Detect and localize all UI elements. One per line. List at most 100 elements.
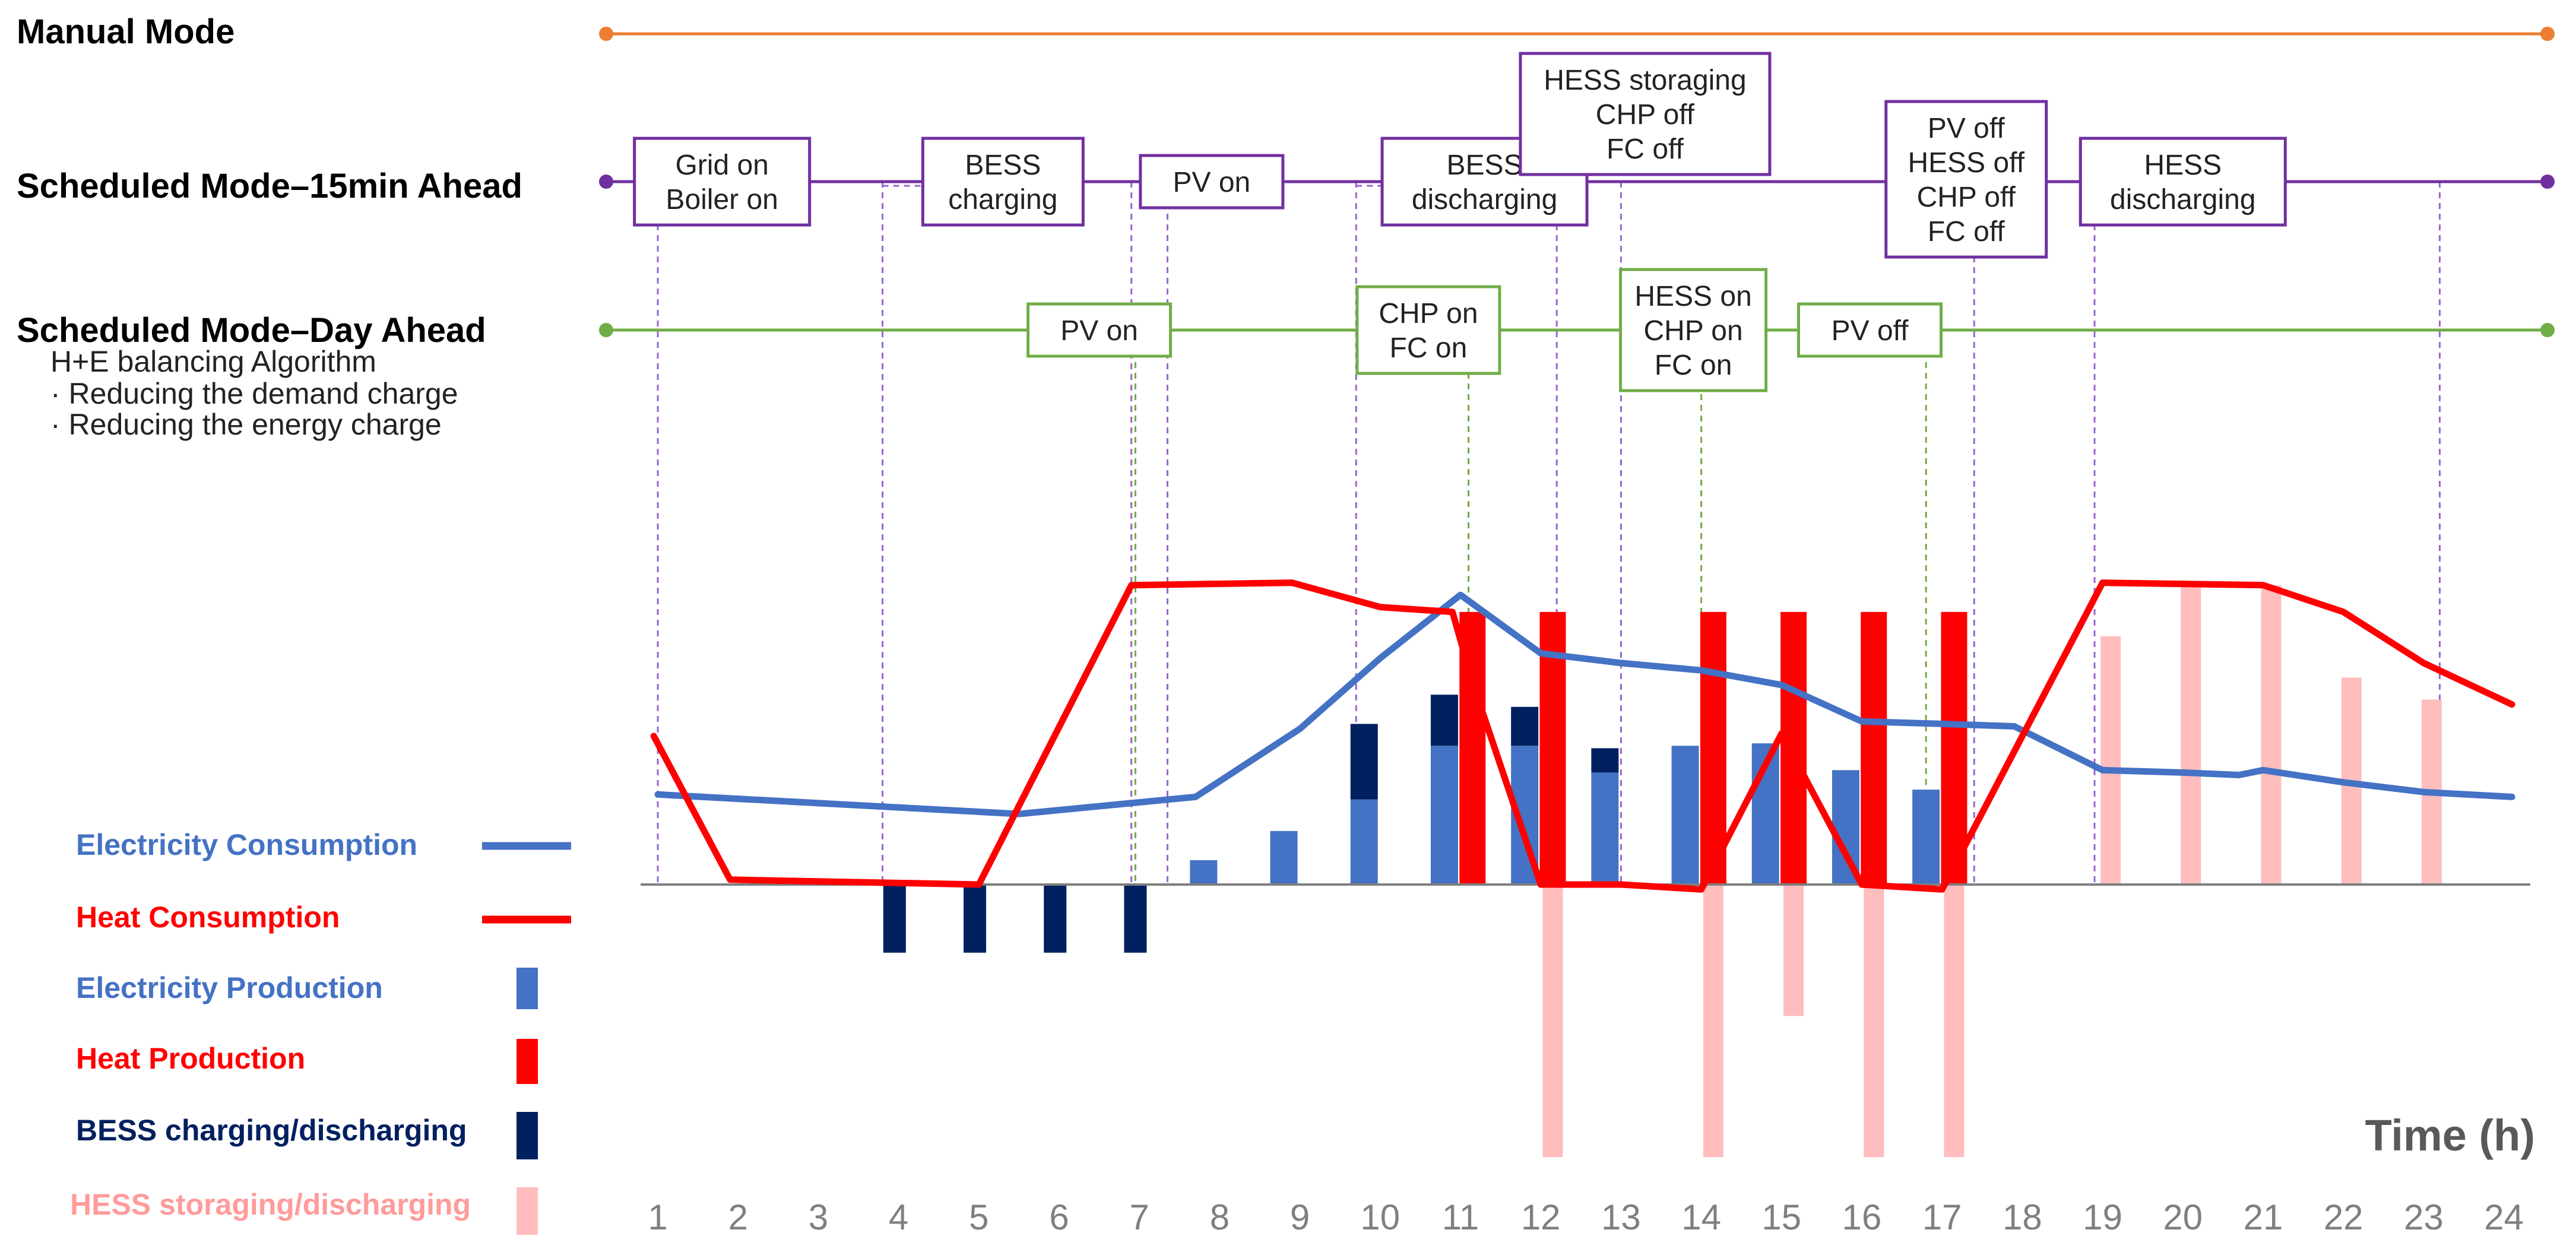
mode-box-text: PV on xyxy=(1060,315,1138,347)
mode-box-frame xyxy=(1139,154,1285,210)
mode-box-text: PV off xyxy=(1832,315,1909,347)
bar-hess-storaging-discharging xyxy=(1542,885,1563,1158)
bar-bess-charging-discharging-stacked xyxy=(1350,724,1378,800)
bar-bess-charging-discharging-stacked xyxy=(1591,748,1619,773)
mode-box-text: FC on xyxy=(1390,332,1468,364)
x-tick-label: 10 xyxy=(1360,1197,1400,1237)
legend-swatch-hess xyxy=(517,1187,538,1235)
mode-box-text: discharging xyxy=(2110,184,2255,215)
algorithm-title: H+E balancing Algorithm xyxy=(50,345,376,378)
bar-electricity-production xyxy=(1430,746,1458,885)
mode-box-text: FC off xyxy=(1928,216,2005,248)
x-tick-label: 12 xyxy=(1521,1197,1561,1237)
algorithm-item: · Reducing the demand charge xyxy=(50,377,458,410)
timeline-end-marker xyxy=(2540,175,2555,189)
mode-label-day-ahead: Scheduled Mode–Day Ahead xyxy=(17,311,486,350)
mode-box-text: CHP on xyxy=(1643,315,1742,347)
x-tick-labels: 1 2 3 4 5 6 7 8 9 10 11 12 13 14 15 16 17 18 19 20 21 22 23 24 xyxy=(648,1197,2524,1237)
mode-box-text: BESS xyxy=(965,150,1041,181)
mode-box-frame xyxy=(921,137,1085,227)
mode-box-frame xyxy=(1026,302,1173,358)
bar-bess-charging-discharging xyxy=(1124,885,1147,953)
x-tick-label: 5 xyxy=(969,1197,988,1237)
x-tick-label: 13 xyxy=(1601,1197,1641,1237)
mode-box-frame xyxy=(1797,302,1943,358)
bar-heat-production xyxy=(1700,611,1726,885)
bar-bess-charging-discharging-stacked xyxy=(1430,695,1458,746)
mode-box-text: Boiler on xyxy=(666,184,778,215)
x-tick-label: 19 xyxy=(2083,1197,2122,1237)
mode-box-text: CHP off xyxy=(1917,182,2016,213)
legend-label-electricity-consumption: Electricity Consumption xyxy=(76,828,417,861)
legend-label-heat-consumption: Heat Consumption xyxy=(76,901,340,934)
mode-box-day: PV off xyxy=(1797,302,1943,358)
x-tick-label: 2 xyxy=(728,1197,748,1237)
mode-box-text: FC on xyxy=(1655,350,1732,381)
mode-box-frame xyxy=(633,137,812,227)
timeline-start-marker xyxy=(599,27,613,41)
mode-box-frame xyxy=(1519,52,1772,176)
bar-bess-charging-discharging xyxy=(1044,885,1067,953)
legend: Electricity Consumption Heat Consumption… xyxy=(70,828,571,1235)
bar-hess-storaging-discharging xyxy=(1783,885,1804,1016)
legend-label-hess: HESS storaging/discharging xyxy=(70,1188,471,1221)
bar-electricity-production xyxy=(1270,831,1298,885)
x-tick-label: 3 xyxy=(809,1197,828,1237)
mode-box-fifteen: PV on xyxy=(1139,154,1285,210)
mode-box-day: PV on xyxy=(1026,302,1173,358)
x-tick-label: 21 xyxy=(2244,1197,2283,1237)
legend-label-bess: BESS charging/discharging xyxy=(76,1114,467,1147)
x-tick-label: 23 xyxy=(2404,1197,2444,1237)
bar-electricity-production xyxy=(1190,860,1218,885)
x-tick-label: 14 xyxy=(1681,1197,1721,1237)
mode-box-frame xyxy=(1355,285,1501,375)
x-tick-label: 16 xyxy=(1842,1197,1882,1237)
mode-label-15min: Scheduled Mode–15min Ahead xyxy=(17,167,522,205)
bar-hess-storaging-discharging xyxy=(2261,585,2282,885)
mode-box-text: PV off xyxy=(1928,113,2005,144)
x-tick-label: 20 xyxy=(2163,1197,2203,1237)
mode-box-text: CHP on xyxy=(1379,298,1478,329)
bar-hess-storaging-discharging xyxy=(1864,885,1884,1158)
bar-heat-production xyxy=(1861,611,1887,885)
bar-hess-storaging-discharging xyxy=(2181,582,2201,885)
legend-swatch-electricity-production xyxy=(517,968,538,1009)
mode-box-frame xyxy=(1380,137,1589,227)
x-tick-label: 15 xyxy=(1761,1197,1801,1237)
timeline-start-marker xyxy=(599,175,613,189)
x-tick-label: 7 xyxy=(1130,1197,1149,1237)
bar-electricity-production xyxy=(1591,772,1619,885)
bar-electricity-production xyxy=(1350,799,1378,885)
line-heat-consumption xyxy=(650,579,2515,893)
mode-box-text: charging xyxy=(948,184,1057,215)
bar-hess-storaging-discharging xyxy=(2100,636,2121,885)
mode-box-text: discharging xyxy=(1412,184,1557,215)
mode-box-text: PV on xyxy=(1173,167,1250,198)
mode-box-frame xyxy=(2078,137,2287,227)
bar-heat-production xyxy=(1941,611,1967,885)
mode-box-text: HESS off xyxy=(1908,147,2024,179)
algorithm-item: · Reducing the energy charge xyxy=(50,408,442,441)
x-tick-label: 6 xyxy=(1049,1197,1069,1237)
timeline-end-marker xyxy=(2540,323,2555,337)
mode-box-text: Grid on xyxy=(675,150,768,181)
x-tick-label: 4 xyxy=(889,1197,908,1237)
mode-label-manual: Manual Mode xyxy=(17,12,235,51)
x-tick-label: 1 xyxy=(648,1197,667,1237)
mode-box-frame xyxy=(1884,100,2048,259)
x-tick-label: 24 xyxy=(2484,1197,2524,1237)
x-tick-label: 17 xyxy=(1922,1197,1962,1237)
legend-label-electricity-production: Electricity Production xyxy=(76,971,383,1004)
bar-heat-production xyxy=(1780,611,1807,885)
mode-box-text: FC off xyxy=(1607,134,1684,165)
mode-box-text: HESS storaging xyxy=(1544,65,1747,96)
timeline-start-marker xyxy=(599,323,613,337)
